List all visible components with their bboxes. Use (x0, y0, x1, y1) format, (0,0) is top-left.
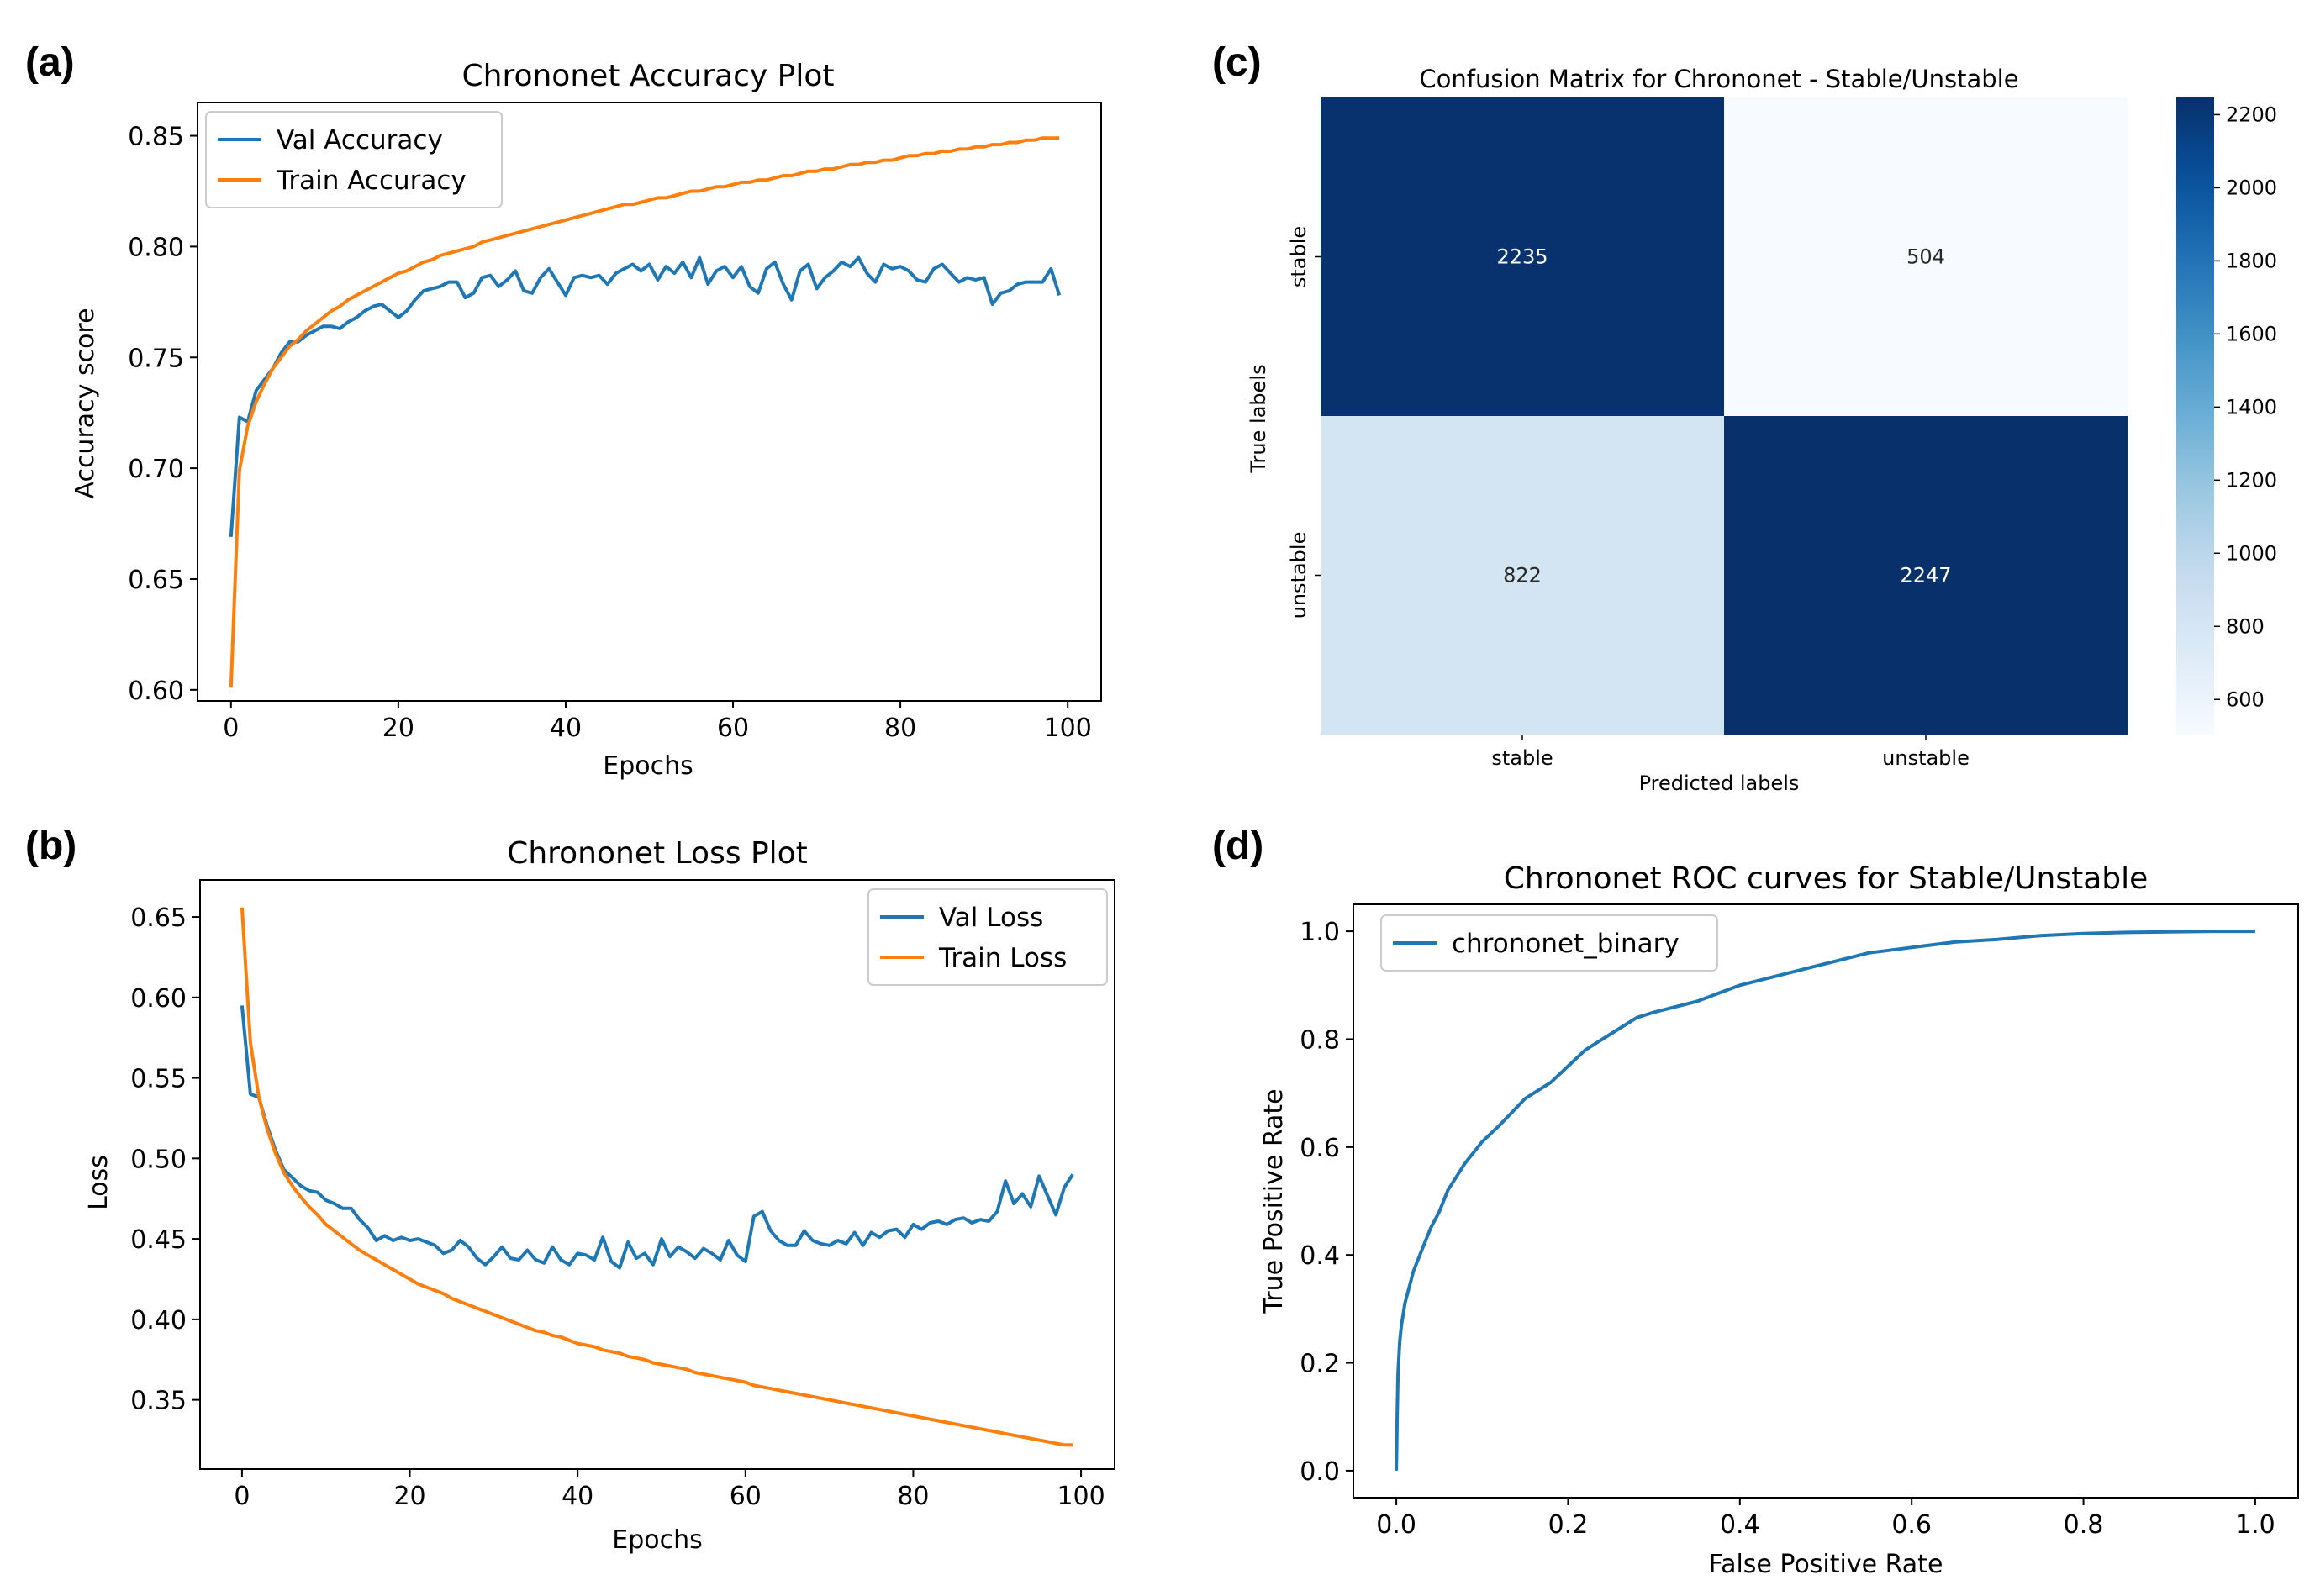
x-tick-label: 0.0 (1376, 1510, 1416, 1540)
x-tick-label: 1.0 (2235, 1510, 2275, 1540)
matrix-cell (1321, 97, 1724, 416)
x-tick-label: 0 (223, 714, 239, 743)
legend-box (205, 111, 503, 208)
y-tick-label: 1.0 (1300, 918, 1340, 947)
x-tick-label: 100 (1057, 1482, 1105, 1511)
legend-box (1380, 914, 1718, 972)
x-tick-label: 60 (717, 714, 749, 743)
y-tick-label: 0.50 (130, 1145, 187, 1174)
y-tick-label: 0.70 (128, 455, 184, 484)
legend-box (867, 888, 1108, 986)
y-tick-label: 0.60 (130, 984, 187, 1014)
colorbar (2176, 97, 2214, 735)
legend: Val Loss Train Loss (867, 888, 1108, 986)
colorbar-tick-label: 1800 (2226, 249, 2277, 272)
y-tick-label: 0.85 (128, 123, 184, 152)
legend-label: Val Loss (939, 903, 1043, 933)
colorbar-tick-label: 2200 (2226, 103, 2277, 126)
roc-y-label: True Positive Rate (1259, 1088, 1289, 1314)
x-tick-label: 80 (897, 1482, 929, 1511)
y-tick-label: 0.60 (128, 677, 184, 706)
matrix-cell-value: 822 (1503, 564, 1542, 587)
x-tick-label: 0.6 (1891, 1510, 1932, 1540)
legend-label: Train Loss (938, 943, 1067, 973)
y-tick-label: 0.4 (1300, 1241, 1340, 1271)
matrix-cell-value: 2247 (1900, 564, 1951, 587)
legend-label: Train Accuracy (276, 166, 467, 196)
colorbar-tick-label: 2000 (2226, 176, 2277, 199)
x-tick-label: 0 (234, 1482, 250, 1511)
legend: chrononet_binary (1380, 914, 1718, 972)
y-tick-label: 0.45 (130, 1225, 187, 1255)
loss-y-label: Loss (84, 1155, 113, 1210)
y-tick-label: 0.55 (130, 1065, 187, 1094)
colorbar-tick-label: 1000 (2226, 541, 2277, 565)
colorbar-tick-label: 1400 (2226, 395, 2277, 419)
y-tick-label: 0.8 (1300, 1025, 1340, 1055)
accuracy-chart-title: Chrononet Accuracy Plot (461, 59, 834, 93)
x-tick-label: 20 (393, 1482, 425, 1511)
row-label: stable (1287, 226, 1310, 287)
series-line-train-accuracy (229, 136, 1060, 688)
matrix-cell (1724, 416, 2128, 735)
y-tick-label: 0.0 (1300, 1457, 1340, 1487)
loss-chart: Chrononet Loss Plot Epochs Loss 0 20 40 60 8… (84, 836, 1115, 1555)
roc-x-label: False Positive Rate (1709, 1550, 1943, 1579)
colorbar-tick-label: 800 (2226, 614, 2265, 638)
panel-label-a: (a) (25, 40, 75, 85)
colorbar-tick-label: 1600 (2226, 322, 2277, 345)
colorbar-tick-label: 1200 (2226, 468, 2277, 492)
panel-label-d: (d) (1212, 824, 1263, 868)
plot-frame (1353, 903, 2299, 1499)
series-line-val-loss (240, 1005, 1074, 1270)
roc-chart: Chrononet ROC curves for Stable/Unstable… (1259, 861, 2299, 1579)
x-tick-label: 0.4 (1720, 1510, 1760, 1540)
accuracy-x-label: Epochs (603, 751, 693, 781)
accuracy-y-label: Accuracy score (71, 308, 100, 498)
confusion-y-label: True labels (1247, 364, 1270, 473)
roc-chart-title: Chrononet ROC curves for Stable/Unstable (1504, 861, 2149, 896)
x-tick-label: 40 (562, 1482, 593, 1511)
legend-label: chrononet_binary (1452, 929, 1680, 959)
plot-frame (199, 879, 1115, 1470)
y-tick-label: 0.65 (128, 566, 184, 595)
confusion-x-label: Predicted labels (1639, 772, 1800, 795)
legend: Val Accuracy Train Accuracy (205, 111, 503, 208)
series-line-chrononet_binary (1395, 930, 2255, 1471)
y-tick-label: 0.65 (130, 903, 187, 933)
x-tick-label: 0.8 (2064, 1510, 2104, 1540)
x-tick-label: 20 (382, 714, 414, 743)
x-tick-label: 0.2 (1548, 1510, 1589, 1540)
plot-frame (197, 102, 1102, 702)
column-label: stable (1491, 746, 1553, 770)
panel-label-b: (b) (25, 824, 76, 868)
y-tick-label: 0.35 (130, 1387, 187, 1416)
panel-label-c: (c) (1212, 40, 1262, 85)
colorbar-tick-label: 600 (2226, 687, 2265, 711)
confusion-matrix-chart: Confusion Matrix for Chrononet - Stable/… (1247, 65, 2277, 795)
y-tick-label: 0.6 (1300, 1134, 1340, 1163)
row-label: unstable (1287, 532, 1310, 619)
y-tick-label: 0.40 (130, 1306, 187, 1335)
y-tick-label: 0.75 (128, 344, 184, 373)
x-tick-label: 80 (884, 714, 916, 743)
loss-chart-title: Chrononet Loss Plot (507, 836, 808, 871)
matrix-cell (1321, 416, 1724, 735)
column-label: unstable (1882, 746, 1970, 770)
legend-label: Val Accuracy (277, 125, 443, 155)
y-tick-label: 0.2 (1300, 1350, 1340, 1379)
matrix-cell-value: 504 (1906, 245, 1945, 269)
y-tick-label: 0.80 (128, 233, 184, 262)
matrix-cell-value: 2235 (1496, 245, 1548, 269)
matrix-cell (1724, 97, 2128, 416)
loss-x-label: Epochs (612, 1525, 703, 1555)
x-tick-label: 60 (730, 1482, 762, 1511)
x-tick-label: 40 (550, 714, 582, 743)
confusion-matrix-title: Confusion Matrix for Chrononet - Stable/… (1419, 65, 2018, 93)
series-line-val-accuracy (229, 255, 1062, 538)
series-line-train-loss (240, 907, 1073, 1447)
accuracy-chart: Chrononet Accuracy Plot Epochs Accuracy … (71, 59, 1102, 781)
x-tick-label: 100 (1044, 714, 1092, 743)
